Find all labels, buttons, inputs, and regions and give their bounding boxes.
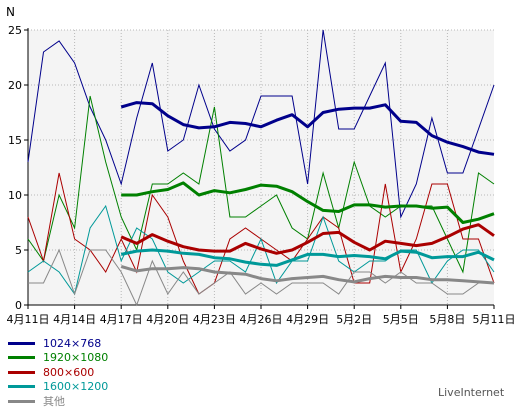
- series-trend-line: [121, 181, 495, 224]
- x-tick-label: 5月8日: [429, 313, 465, 326]
- x-tick-label: 5月11日: [473, 313, 516, 326]
- credit-label: LiveInternet: [438, 386, 505, 399]
- legend-label: 1600×1200: [43, 380, 109, 394]
- y-tick-label: 10: [8, 189, 22, 202]
- y-tick-label: 15: [8, 134, 22, 147]
- legend-swatch: [8, 385, 35, 389]
- series-trend-line: [120, 101, 495, 156]
- legend: 1024×768 1920×1080 800×600 1600×1200 其他: [8, 336, 108, 409]
- x-tick-label: 4月20日: [146, 313, 189, 326]
- legend-swatch: [8, 370, 35, 374]
- legend-swatch: [8, 356, 35, 360]
- legend-swatch: [8, 399, 35, 403]
- x-tick-label: 4月17日: [100, 313, 143, 326]
- legend-label: 1024×768: [43, 336, 102, 350]
- legend-label: 1920×1080: [43, 351, 109, 365]
- y-tick-label: 25: [8, 24, 22, 37]
- series-line: [27, 204, 495, 296]
- legend-label: 800×600: [43, 365, 95, 379]
- legend-item: 1920×1080: [8, 351, 108, 366]
- legend-label: 其他: [43, 394, 65, 408]
- legend-swatch: [8, 341, 35, 345]
- x-tick-label: 5月2日: [336, 313, 372, 326]
- legend-item: 1600×1200: [8, 380, 108, 395]
- y-tick-label: 0: [15, 299, 22, 312]
- series-trend-line: [120, 265, 495, 285]
- x-tick-label: 4月29日: [286, 313, 329, 326]
- y-tick-label: 20: [8, 79, 22, 92]
- x-tick-label: 5月5日: [383, 313, 419, 326]
- series-line: [27, 29, 495, 219]
- series-trend-line: [120, 248, 495, 267]
- series-line: [28, 248, 494, 307]
- x-tick-label: 4月26日: [240, 313, 283, 326]
- y-axis-label: N: [6, 5, 15, 19]
- x-tick-label: 4月23日: [193, 313, 236, 326]
- x-tick-label: 4月11日: [7, 313, 50, 326]
- series-trend-line: [120, 223, 495, 255]
- legend-item: 1024×768: [8, 336, 108, 351]
- legend-item: 其他: [8, 394, 108, 409]
- legend-item: 800×600: [8, 365, 108, 380]
- y-tick-label: 5: [15, 244, 22, 257]
- x-tick-label: 4月14日: [53, 313, 96, 326]
